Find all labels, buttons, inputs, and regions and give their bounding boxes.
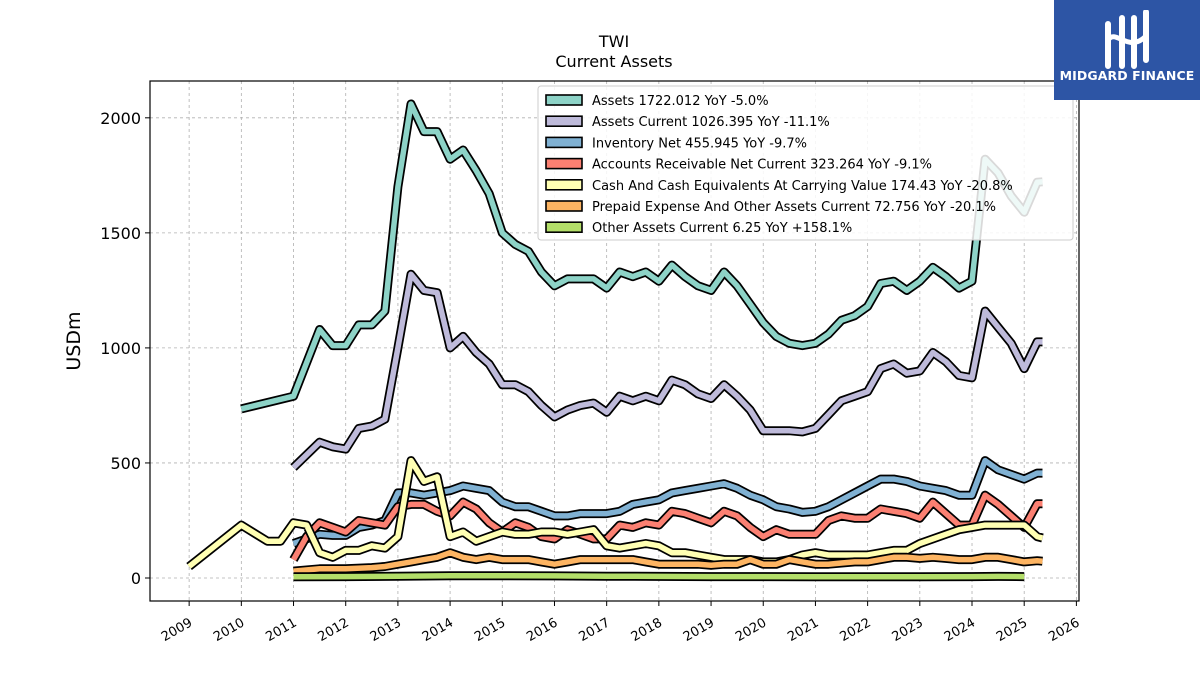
series-line (291, 492, 1043, 561)
legend-box (537, 85, 1074, 241)
midgard-finance-logo: MIDGARD FINANCE (1054, 0, 1200, 100)
x-tick-label: 2012 (316, 615, 352, 645)
y-axis-ticks: 0 500 1000 1500 2000 (100, 109, 150, 588)
series-2 (290, 269, 1043, 471)
x-tick-label: 2024 (942, 615, 978, 645)
x-tick-label: 2018 (629, 615, 665, 645)
legend-label: Assets Current 1026.395 YoY -11.1% (592, 115, 830, 130)
x-axis-ticks: 2009 2010 2011 2012 2013 2014 2015 2016 2017 2018… (159, 601, 1082, 645)
y-tick-label: 2000 (100, 109, 141, 128)
legend-swatch (545, 179, 583, 191)
x-tick-label: 2025 (994, 615, 1030, 645)
legend-swatch (545, 115, 583, 127)
series-lines (186, 99, 1044, 582)
x-tick-label: 2010 (211, 615, 247, 645)
x-tick-label: 2017 (577, 615, 613, 645)
y-tick-label: 500 (110, 454, 141, 473)
series-5 (186, 456, 1044, 571)
legend-label: Prepaid Expense And Other Assets Current… (592, 200, 996, 215)
series-1 (240, 99, 1043, 414)
y-tick-label: 0 (131, 569, 141, 588)
legend-swatch (545, 221, 583, 233)
legend-swatch (545, 157, 583, 170)
x-tick-label: 2011 (263, 615, 299, 645)
x-tick-label: 2013 (368, 615, 404, 645)
chart-subtitle: Current Assets (555, 52, 672, 71)
plot-frame (149, 80, 1080, 602)
x-tick-label: 2021 (785, 615, 821, 645)
x-tick-label: 2022 (837, 615, 873, 645)
legend-swatch (545, 136, 583, 149)
x-tick-label: 2020 (733, 615, 769, 645)
midgard-logo-icon (1105, 10, 1149, 69)
x-tick-label: 2009 (159, 615, 195, 645)
logo-text: MIDGARD FINANCE (1059, 68, 1195, 83)
x-tick-label: 2023 (890, 615, 926, 645)
x-tick-label: 2019 (681, 615, 717, 645)
x-tick-label: 2016 (524, 615, 560, 645)
series-line (187, 457, 1044, 569)
series-3 (292, 456, 1043, 548)
series-line (240, 101, 1043, 412)
legend-swatch (545, 200, 583, 212)
x-tick-label: 2026 (1046, 615, 1082, 645)
y-tick-label: 1500 (100, 224, 141, 243)
x-tick-label: 2015 (472, 615, 508, 645)
legend: Assets 1722.012 YoY -5.0% Assets Current … (537, 85, 1074, 241)
legend-label: Other Assets Current 6.25 YoY +158.1% (592, 221, 852, 236)
series-line (291, 271, 1043, 470)
series-line (293, 549, 1043, 574)
legend-label: Assets 1722.012 YoY -5.0% (592, 94, 769, 109)
series-line (293, 572, 1025, 580)
chart-title: TWI (598, 32, 629, 51)
x-tick-label: 2014 (420, 615, 456, 645)
series-7 (293, 571, 1025, 582)
legend-label: Inventory Net 455.945 YoY -9.7% (592, 136, 807, 151)
y-axis-label: USDm (63, 311, 85, 370)
legend-label: Cash And Cash Equivalents At Carrying Va… (592, 179, 1013, 194)
y-tick-label: 1000 (100, 339, 141, 358)
legend-label: Accounts Receivable Net Current 323.264 … (592, 158, 932, 173)
series-4 (289, 490, 1043, 562)
series-line (292, 457, 1043, 547)
series-6 (293, 548, 1043, 576)
legend-swatch (545, 94, 583, 106)
